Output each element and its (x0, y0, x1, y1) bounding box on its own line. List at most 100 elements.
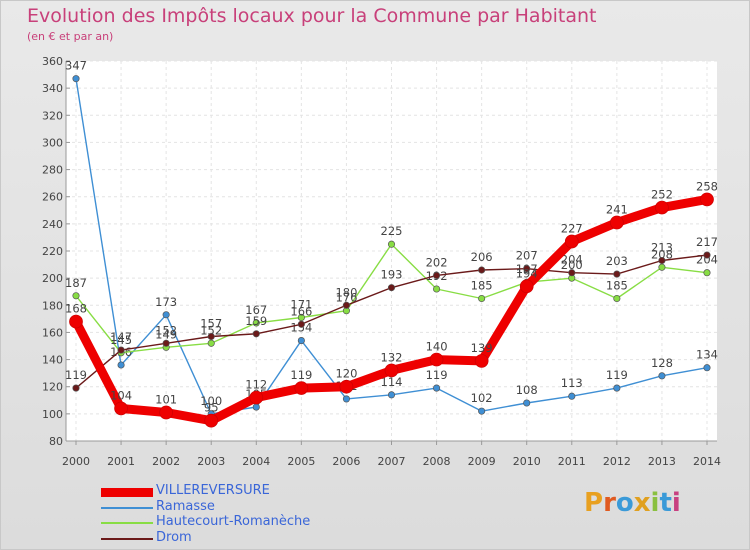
data-label: 104 (110, 388, 132, 402)
data-point (568, 269, 576, 277)
data-point (114, 401, 128, 416)
y-tick-label: 240 (42, 218, 63, 231)
data-point (252, 403, 260, 411)
data-point (387, 391, 396, 399)
y-tick-label: 220 (42, 245, 63, 258)
y-tick-label: 340 (42, 82, 63, 95)
data-label: 207 (516, 249, 538, 263)
data-point (297, 337, 305, 345)
legend-swatch (101, 537, 153, 540)
x-tick-label: 2005 (287, 455, 315, 468)
x-tick-label: 2008 (423, 455, 451, 468)
data-label: 147 (110, 330, 132, 344)
data-label: 108 (516, 383, 538, 397)
data-label: 225 (381, 224, 403, 238)
data-label: 166 (290, 304, 312, 318)
data-point (703, 364, 711, 372)
data-point (72, 292, 80, 300)
data-label: 185 (606, 279, 628, 293)
data-label: 159 (245, 314, 267, 328)
data-point (433, 271, 441, 279)
y-tick-label: 100 (42, 408, 63, 421)
y-tick-label: 260 (42, 191, 63, 204)
data-label: 206 (471, 250, 493, 264)
data-label: 173 (155, 295, 177, 309)
series-ramasse: 3471361731001051541111141191021081131191… (65, 59, 718, 418)
data-label: 227 (561, 222, 583, 236)
x-tick-label: 2004 (242, 455, 270, 468)
data-label: 120 (335, 367, 357, 381)
x-tick-label: 2014 (693, 455, 721, 468)
data-point (339, 379, 354, 394)
data-point (658, 372, 666, 380)
x-tick-label: 2003 (197, 455, 225, 468)
x-tick-label: 2012 (603, 455, 631, 468)
legend-swatch (101, 487, 153, 497)
data-label: 119 (290, 368, 312, 382)
y-tick-label: 160 (42, 326, 63, 339)
y-tick-label: 180 (42, 299, 63, 312)
chart-subtitle: (en € et par an) (27, 30, 114, 43)
data-label: 152 (155, 323, 177, 337)
data-label: 139 (471, 341, 493, 355)
logo-letter: r (603, 488, 616, 518)
data-point (252, 319, 260, 327)
data-point (613, 270, 621, 278)
data-label: 102 (471, 391, 493, 405)
chart-title: Evolution des Impôts locaux pour la Comm… (27, 5, 597, 27)
data-point (297, 313, 305, 322)
data-label: 193 (381, 268, 403, 282)
data-point (384, 363, 399, 378)
data-label: 119 (606, 368, 628, 382)
y-tick-label: 360 (42, 55, 63, 68)
data-point (523, 399, 531, 407)
data-point (474, 354, 489, 368)
data-point (433, 285, 441, 293)
data-label: 171 (290, 298, 312, 312)
data-point (610, 215, 624, 230)
data-label: 101 (155, 393, 177, 407)
logo-letter: o (615, 488, 634, 518)
logo-letter: P (584, 488, 604, 518)
data-label: 200 (561, 258, 583, 272)
data-point (249, 390, 264, 405)
data-label: 202 (426, 255, 448, 269)
data-point (387, 240, 396, 248)
data-point (117, 346, 125, 354)
legend-label: Drom (156, 529, 192, 545)
data-label: 217 (696, 235, 718, 249)
data-point (117, 361, 125, 369)
data-point (658, 256, 666, 265)
data-point (297, 320, 305, 328)
data-point (429, 352, 444, 367)
data-point (159, 405, 173, 420)
data-point (658, 263, 666, 271)
data-label: 176 (335, 291, 357, 305)
data-label: 100 (200, 394, 222, 408)
x-tick-label: 2013 (648, 455, 676, 468)
data-label: 132 (381, 350, 403, 364)
data-label: 119 (426, 368, 448, 382)
data-point (478, 266, 486, 274)
data-point (613, 294, 621, 303)
data-label: 113 (561, 376, 583, 390)
data-label: 157 (200, 317, 222, 331)
x-tick-label: 2010 (513, 455, 541, 468)
data-point (700, 192, 714, 207)
y-tick-label: 80 (49, 435, 63, 448)
legend-swatch (101, 506, 153, 509)
series-villereversure: 168 104 101 95 112 119 120 132 140 139 194 227 241 25… (65, 179, 718, 428)
data-label: 180 (335, 285, 357, 299)
data-label: 213 (651, 241, 673, 255)
data-point (204, 413, 219, 428)
data-label: 208 (651, 247, 673, 261)
data-label: 119 (65, 368, 87, 382)
data-point (478, 294, 486, 303)
x-tick-label: 2001 (107, 455, 135, 468)
data-point (519, 279, 534, 294)
legend-label: VILLEREVERSURE (156, 483, 270, 498)
logo-letter: x (633, 488, 651, 518)
y-tick-label: 320 (42, 109, 63, 122)
data-point (613, 384, 621, 392)
